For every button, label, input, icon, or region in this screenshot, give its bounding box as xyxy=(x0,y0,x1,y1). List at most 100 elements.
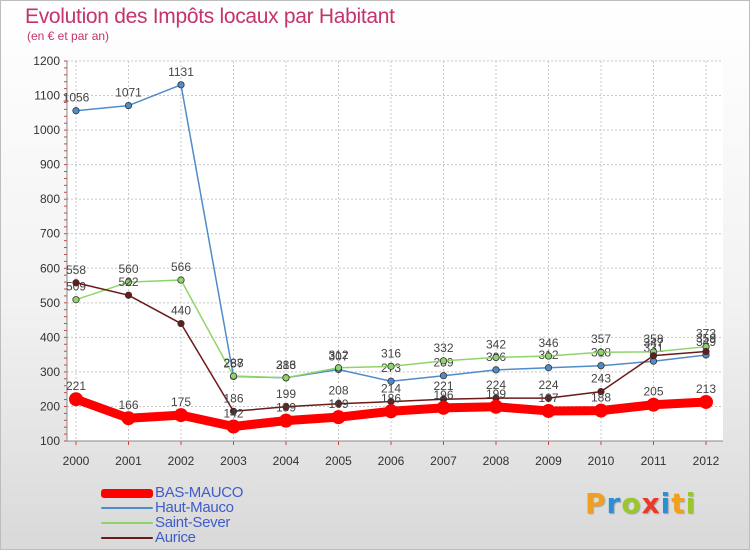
point-haut-mauco xyxy=(72,107,80,115)
point-bas-mauco xyxy=(226,419,241,434)
data-label-haut-mauco: 283 xyxy=(276,358,296,372)
point-bas-mauco xyxy=(121,411,136,426)
data-label-saint-sever: 316 xyxy=(276,358,296,372)
y-tick-label: 1200 xyxy=(33,54,60,68)
data-label-bas-mauco: 187 xyxy=(538,391,558,405)
data-label-aurice: 558 xyxy=(66,263,86,277)
x-tick-label: 2009 xyxy=(535,454,562,468)
data-label-aurice: 359 xyxy=(696,332,716,346)
logo-letter: i xyxy=(660,487,672,520)
logo-letter: x xyxy=(641,487,661,520)
x-tick-label: 2005 xyxy=(325,454,352,468)
point-saint-sever xyxy=(72,296,80,304)
logo-letter: t xyxy=(671,487,686,520)
y-tick-label: 1000 xyxy=(33,123,60,137)
legend-label-aurice: Aurice xyxy=(155,529,196,546)
data-label-bas-mauco: 199 xyxy=(486,387,506,401)
data-label-bas-mauco: 188 xyxy=(591,391,611,405)
point-bas-mauco xyxy=(699,394,713,409)
point-aurice xyxy=(544,394,553,402)
data-label-bas-mauco: 205 xyxy=(643,385,663,399)
data-label-haut-mauco: 1131 xyxy=(168,65,194,79)
point-aurice xyxy=(597,387,605,396)
data-label-bas-mauco: 175 xyxy=(171,395,191,409)
x-tick-label: 2012 xyxy=(693,454,720,468)
point-saint-sever xyxy=(282,374,290,382)
y-tick-label: 200 xyxy=(40,399,60,413)
data-label-aurice: 186 xyxy=(223,391,243,405)
x-tick-label: 2007 xyxy=(430,454,457,468)
point-bas-mauco xyxy=(489,399,503,414)
data-label-haut-mauco: 307 xyxy=(328,349,348,363)
point-saint-sever xyxy=(124,278,133,286)
data-label-bas-mauco: 159 xyxy=(276,401,296,415)
point-saint-sever xyxy=(177,276,185,284)
data-label-saint-sever: 332 xyxy=(433,341,453,355)
data-label-aurice: 221 xyxy=(433,379,453,393)
point-bas-mauco xyxy=(384,404,398,419)
data-label-bas-mauco: 196 xyxy=(433,388,453,402)
y-tick-label: 500 xyxy=(40,296,60,310)
point-saint-sever xyxy=(492,353,500,361)
point-aurice xyxy=(72,279,80,287)
point-aurice xyxy=(229,407,238,415)
x-tick-label: 2011 xyxy=(641,454,667,468)
y-tick-label: 700 xyxy=(40,227,60,241)
x-tick-label: 2000 xyxy=(63,454,90,468)
point-aurice xyxy=(282,403,290,411)
point-haut-mauco xyxy=(124,101,133,110)
point-aurice xyxy=(649,352,658,360)
point-saint-sever xyxy=(597,348,605,356)
point-bas-mauco xyxy=(541,403,556,418)
data-label-saint-sever: 316 xyxy=(381,346,401,360)
y-tick-label: 1100 xyxy=(34,89,60,103)
data-label-bas-mauco: 221 xyxy=(66,379,86,393)
proxiti-logo: Proxiti xyxy=(585,487,696,520)
data-label-aurice: 214 xyxy=(381,382,401,396)
point-aurice xyxy=(124,291,133,299)
point-bas-mauco xyxy=(436,400,451,415)
data-label-haut-mauco: 1056 xyxy=(63,91,90,105)
legend-label-bas-mauco: BAS-MAUCO xyxy=(155,484,244,501)
data-label-saint-sever: 342 xyxy=(486,337,506,351)
point-saint-sever xyxy=(544,352,553,360)
legend-swatch-bas-mauco xyxy=(101,489,153,498)
data-label-aurice: 208 xyxy=(328,384,348,398)
x-tick-label: 2006 xyxy=(378,454,405,468)
data-label-aurice: 440 xyxy=(171,304,191,318)
y-tick-label: 600 xyxy=(40,261,60,275)
data-label-aurice: 199 xyxy=(276,387,296,401)
point-haut-mauco xyxy=(177,81,185,89)
data-label-bas-mauco: 186 xyxy=(381,391,401,405)
y-tick-label: 900 xyxy=(40,158,60,172)
point-bas-mauco xyxy=(69,392,83,407)
point-haut-mauco xyxy=(544,364,553,372)
data-label-bas-mauco: 166 xyxy=(118,398,138,412)
data-label-aurice: 243 xyxy=(591,372,611,386)
data-label-haut-mauco: 1071 xyxy=(115,86,142,100)
data-label-bas-mauco: 213 xyxy=(696,382,716,396)
logo-letter: P xyxy=(585,487,607,520)
data-label-aurice: 224 xyxy=(538,378,558,392)
point-bas-mauco xyxy=(646,397,661,412)
x-tick-label: 2008 xyxy=(483,454,510,468)
chart-subtitle: (en € et par an) xyxy=(27,29,110,43)
data-label-saint-sever: 288 xyxy=(223,356,243,370)
chart-title: Evolution des Impôts locaux par Habitant xyxy=(25,5,395,28)
legend-label-saint-sever: Saint-Sever xyxy=(155,514,231,531)
data-label-saint-sever: 509 xyxy=(66,280,86,294)
legend-swatch-haut-mauco xyxy=(101,507,153,509)
legend-label-haut-mauco: Haut-Mauco xyxy=(155,499,234,516)
y-tick-label: 300 xyxy=(40,365,60,379)
x-tick-label: 2004 xyxy=(273,454,300,468)
logo-letter: r xyxy=(606,487,622,520)
point-bas-mauco xyxy=(331,410,346,425)
data-label-aurice: 224 xyxy=(486,378,506,392)
point-bas-mauco xyxy=(279,413,293,428)
data-label-saint-sever: 346 xyxy=(538,336,558,350)
data-label-saint-sever: 373 xyxy=(696,327,716,341)
legend-swatch-saint-sever xyxy=(101,522,153,524)
legend-swatch-aurice xyxy=(101,537,153,539)
